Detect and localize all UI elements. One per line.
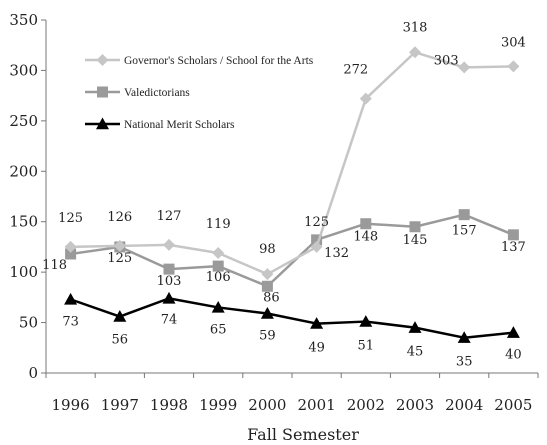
data-label: 74 (161, 312, 178, 327)
data-label: 127 (157, 209, 182, 224)
data-label: 148 (353, 230, 378, 245)
data-label: 59 (259, 328, 276, 343)
data-label: 56 (112, 333, 129, 348)
data-label: 304 (501, 35, 526, 50)
series-2 (65, 209, 519, 292)
data-point (261, 280, 273, 292)
data-label: 157 (452, 224, 477, 239)
y-tick-label: 300 (9, 61, 38, 79)
x-tick-label: 1998 (150, 396, 188, 414)
data-label: 45 (407, 345, 424, 360)
data-point (310, 317, 324, 329)
legend-label: Valedictorians (124, 87, 190, 99)
data-point (163, 238, 175, 251)
y-tick-label: 350 (9, 11, 38, 29)
legend-item: Governor's Scholars / School for the Art… (85, 54, 314, 67)
data-label: 125 (304, 215, 329, 230)
series-1 (64, 46, 520, 281)
x-tick-label: 2002 (347, 396, 385, 414)
x-tick-label: 2004 (445, 396, 483, 414)
x-tick-label: 2001 (298, 396, 336, 414)
data-label: 118 (42, 258, 67, 273)
data-point (458, 61, 471, 74)
data-point (458, 209, 470, 221)
y-tick-label: 250 (9, 112, 38, 130)
data-label: 73 (62, 314, 79, 329)
data-label: 35 (456, 355, 473, 370)
data-label: 106 (206, 270, 231, 285)
x-tick-label: 2003 (396, 396, 434, 414)
legend-item: National Merit Scholars (85, 117, 235, 131)
data-labels: 125 126 127 119 98 125 272 318 303 304 118 125 103 10… (42, 20, 526, 369)
data-label: 86 (263, 290, 280, 305)
data-label: 126 (107, 210, 132, 225)
data-label: 125 (58, 211, 83, 226)
y-tick-label: 100 (9, 263, 38, 281)
axes: 0 50 100 150 200 250 300 350 1996 1997 1998 1999 200… (9, 11, 539, 414)
legend-marker (97, 86, 108, 98)
data-point (409, 46, 421, 59)
data-point (113, 239, 126, 252)
data-point (359, 92, 372, 105)
y-tick-label: 0 (28, 364, 38, 382)
legend-item: Valedictorians (85, 86, 190, 99)
data-point (162, 291, 176, 304)
x-axis-title: Fall Semester (247, 425, 359, 444)
data-point (408, 321, 422, 333)
data-label: 98 (259, 242, 276, 257)
legend: Governor's Scholars / School for the Art… (85, 54, 314, 131)
data-point (212, 246, 225, 259)
series-line (70, 213, 514, 288)
data-point (163, 263, 175, 275)
data-point (260, 306, 274, 319)
x-tick-label: 1996 (52, 396, 90, 414)
series-layer (64, 46, 520, 343)
data-label: 125 (107, 251, 132, 266)
data-point (64, 292, 78, 305)
data-point (311, 234, 323, 246)
data-point (261, 268, 274, 281)
data-label: 65 (210, 322, 227, 337)
legend-marker (96, 117, 109, 130)
data-point (359, 315, 373, 327)
data-label: 119 (206, 217, 231, 232)
data-point (212, 260, 224, 272)
x-tick-label: 2000 (248, 396, 286, 414)
y-tick-label: 50 (19, 314, 38, 332)
data-point (457, 331, 471, 343)
x-tick-label: 1997 (101, 396, 139, 414)
legend-label: National Merit Scholars (124, 119, 235, 131)
data-label: 145 (403, 233, 428, 248)
data-point (310, 240, 323, 253)
data-label: 49 (308, 341, 325, 356)
data-label: 132 (324, 246, 349, 261)
data-point (65, 248, 77, 260)
data-label: 103 (157, 274, 182, 289)
data-label: 137 (501, 240, 526, 255)
y-tick-label: 150 (9, 213, 38, 231)
data-point (507, 60, 520, 73)
data-label: 303 (434, 53, 459, 68)
data-point (409, 221, 421, 233)
data-point (113, 310, 127, 322)
data-label: 272 (343, 63, 368, 78)
series-line (70, 51, 514, 276)
data-label: 318 (403, 20, 428, 35)
data-point (360, 218, 372, 230)
data-point (64, 240, 77, 253)
series-line (70, 297, 514, 339)
legend-label: Governor's Scholars / School for the Art… (124, 55, 314, 67)
x-tick-label: 2005 (494, 396, 532, 414)
data-label: 51 (358, 339, 375, 354)
data-point (211, 300, 225, 313)
series-3 (64, 291, 520, 343)
y-tick-label: 200 (9, 162, 38, 180)
data-point (507, 229, 519, 241)
x-tick-label: 1999 (199, 396, 237, 414)
legend-marker (96, 54, 109, 66)
data-point (506, 326, 520, 338)
data-label: 40 (505, 348, 522, 363)
